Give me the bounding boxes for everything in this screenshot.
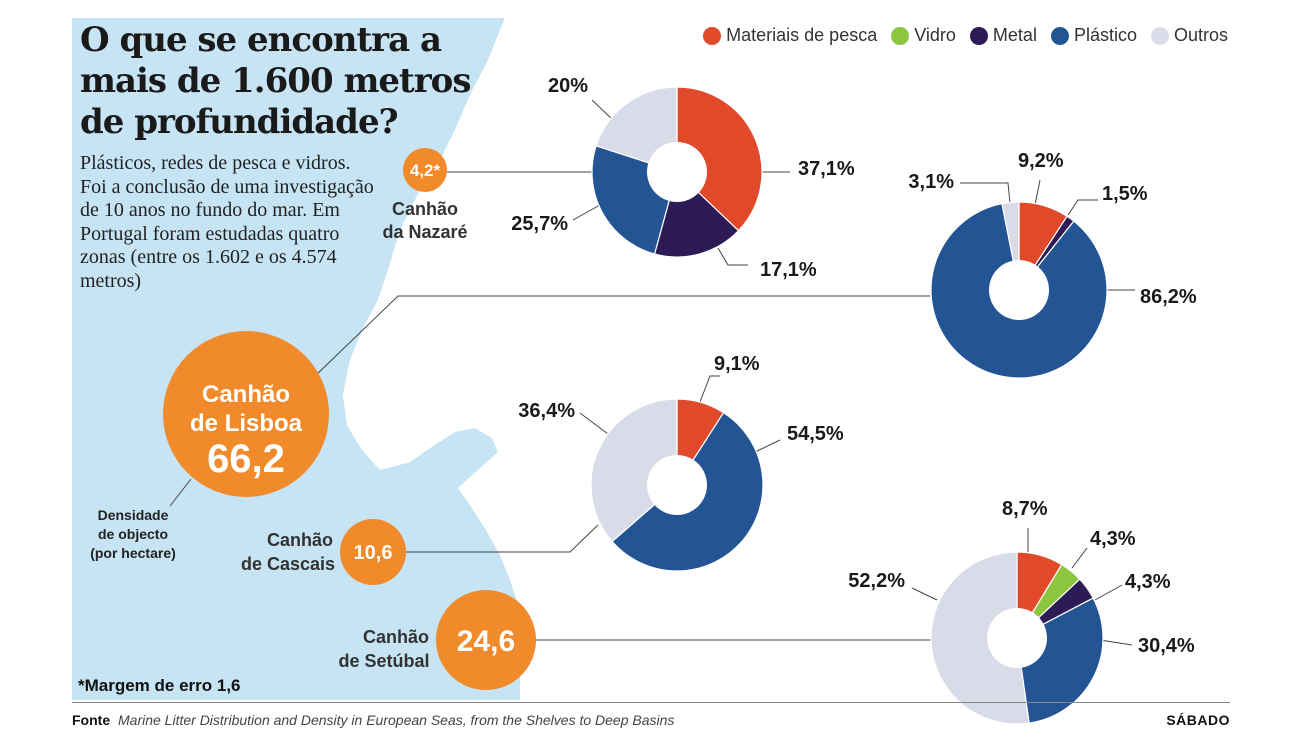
legend-label-fishing: Materiais de pesca bbox=[726, 25, 878, 45]
slice-other bbox=[930, 551, 1030, 725]
label-leader-line bbox=[579, 412, 609, 435]
label-leader-line bbox=[699, 375, 720, 403]
percent-label-other: 52,2% bbox=[848, 570, 905, 592]
label-leader-line bbox=[1071, 547, 1088, 569]
land-bay bbox=[343, 18, 542, 700]
legend-swatch-other bbox=[1150, 26, 1169, 45]
chart-link-line bbox=[406, 524, 599, 553]
brand-logo: SÁBADO bbox=[1166, 712, 1230, 728]
slice-fishing bbox=[676, 86, 763, 232]
label-leader-line bbox=[911, 587, 938, 601]
percent-label-plastic: 30,4% bbox=[1138, 635, 1195, 657]
legend-item-fishing: Materiais de pesca bbox=[703, 25, 877, 46]
legend-label-glass: Vidro bbox=[914, 25, 956, 45]
legend-item-other: Outros bbox=[1150, 25, 1228, 46]
percent-label-other: 3,1% bbox=[908, 171, 954, 193]
label-leader-line bbox=[1099, 639, 1133, 646]
label-leader-line bbox=[1067, 199, 1098, 216]
label-leader-line bbox=[754, 439, 781, 453]
chart-link-line bbox=[312, 295, 930, 379]
station-name: Canhão bbox=[202, 381, 290, 408]
density-bubble bbox=[340, 519, 406, 585]
density-bubble bbox=[436, 590, 536, 690]
intro-text: Plásticos, redes de pesca e vidros. Foi … bbox=[80, 152, 374, 292]
density-caption: de objecto bbox=[98, 526, 168, 542]
donut-hole bbox=[987, 608, 1047, 668]
percent-label-metal: 17,1% bbox=[760, 259, 817, 281]
percent-label-glass: 4,3% bbox=[1090, 528, 1136, 550]
donut-hole bbox=[989, 260, 1049, 320]
label-leader-line bbox=[1094, 584, 1123, 601]
footer-divider bbox=[72, 702, 1230, 703]
legend-label-metal: Metal bbox=[992, 25, 1037, 45]
percent-label-plastic: 86,2% bbox=[1140, 286, 1197, 308]
station-name: Canhão bbox=[267, 530, 333, 550]
percent-label-metal: 1,5% bbox=[1102, 183, 1148, 205]
legend-swatch-plastic bbox=[1050, 26, 1069, 45]
legend-label-plastic: Plástico bbox=[1073, 25, 1137, 45]
density-value: 66,2 bbox=[207, 437, 285, 481]
donut-hole bbox=[647, 455, 707, 515]
legend-item-glass: Vidro bbox=[891, 25, 956, 46]
source-text: Marine Litter Distribution and Density i… bbox=[118, 712, 675, 728]
density-value: 4,2* bbox=[410, 161, 441, 180]
percent-label-fishing: 8,7% bbox=[1002, 498, 1048, 520]
station-name: Canhão bbox=[392, 199, 458, 219]
label-leader-line bbox=[591, 99, 614, 121]
footnote: *Margem de erro 1,6 bbox=[78, 676, 241, 695]
legend-swatch-metal bbox=[969, 26, 988, 45]
station-name: Canhão bbox=[363, 627, 429, 647]
density-value: 24,6 bbox=[457, 625, 515, 658]
donut-charts bbox=[590, 86, 1108, 725]
legend-swatch-fishing bbox=[703, 26, 722, 45]
caption-leader bbox=[169, 478, 192, 507]
legend-item-plastic: Plástico bbox=[1050, 25, 1137, 46]
percent-label-plastic: 54,5% bbox=[787, 423, 844, 445]
density-caption: Densidade bbox=[98, 507, 169, 523]
label-leader-line bbox=[960, 182, 1011, 204]
legend: Materiais de pesca Vidro Metal Plástico … bbox=[703, 25, 1228, 46]
percent-label-fishing: 9,1% bbox=[714, 353, 760, 375]
label-leader-line bbox=[572, 204, 601, 221]
percent-label-other: 36,4% bbox=[518, 400, 575, 422]
density-caption: (por hectare) bbox=[90, 545, 176, 561]
station-name: de Cascais bbox=[241, 554, 335, 574]
percent-label-fishing: 37,1% bbox=[798, 158, 855, 180]
station-name: de Lisboa bbox=[190, 410, 303, 437]
legend-label-other: Outros bbox=[1173, 25, 1228, 45]
donut-hole bbox=[647, 142, 707, 202]
label-leader-line bbox=[717, 247, 748, 266]
density-bubble bbox=[163, 331, 329, 497]
percent-label-fishing: 9,2% bbox=[1018, 150, 1064, 172]
percent-label-plastic: 25,7% bbox=[511, 213, 568, 235]
percent-label-metal: 4,3% bbox=[1125, 571, 1171, 593]
legend-item-metal: Metal bbox=[969, 25, 1037, 46]
source-label: Fonte bbox=[72, 712, 111, 728]
density-value: 10,6 bbox=[354, 542, 393, 564]
percent-label-other: 20% bbox=[548, 75, 588, 97]
legend-swatch-glass bbox=[891, 26, 910, 45]
leader-lines bbox=[169, 99, 1135, 646]
station-name: de Setúbal bbox=[338, 651, 429, 671]
percent-labels: 37,1% 17,1% 25,7% 20% 9,2% 1,5% 86,2% 3,1% 9,1% 5… bbox=[511, 75, 1197, 657]
page-title: O que se encontra a mais de 1.600 metros… bbox=[80, 20, 472, 142]
station-name: da Nazaré bbox=[382, 222, 467, 242]
label-leader-line bbox=[1034, 179, 1041, 206]
source-line: Fonte Marine Litter Distribution and Den… bbox=[72, 712, 674, 728]
slice-other bbox=[590, 398, 678, 543]
density-bubble bbox=[403, 148, 447, 192]
